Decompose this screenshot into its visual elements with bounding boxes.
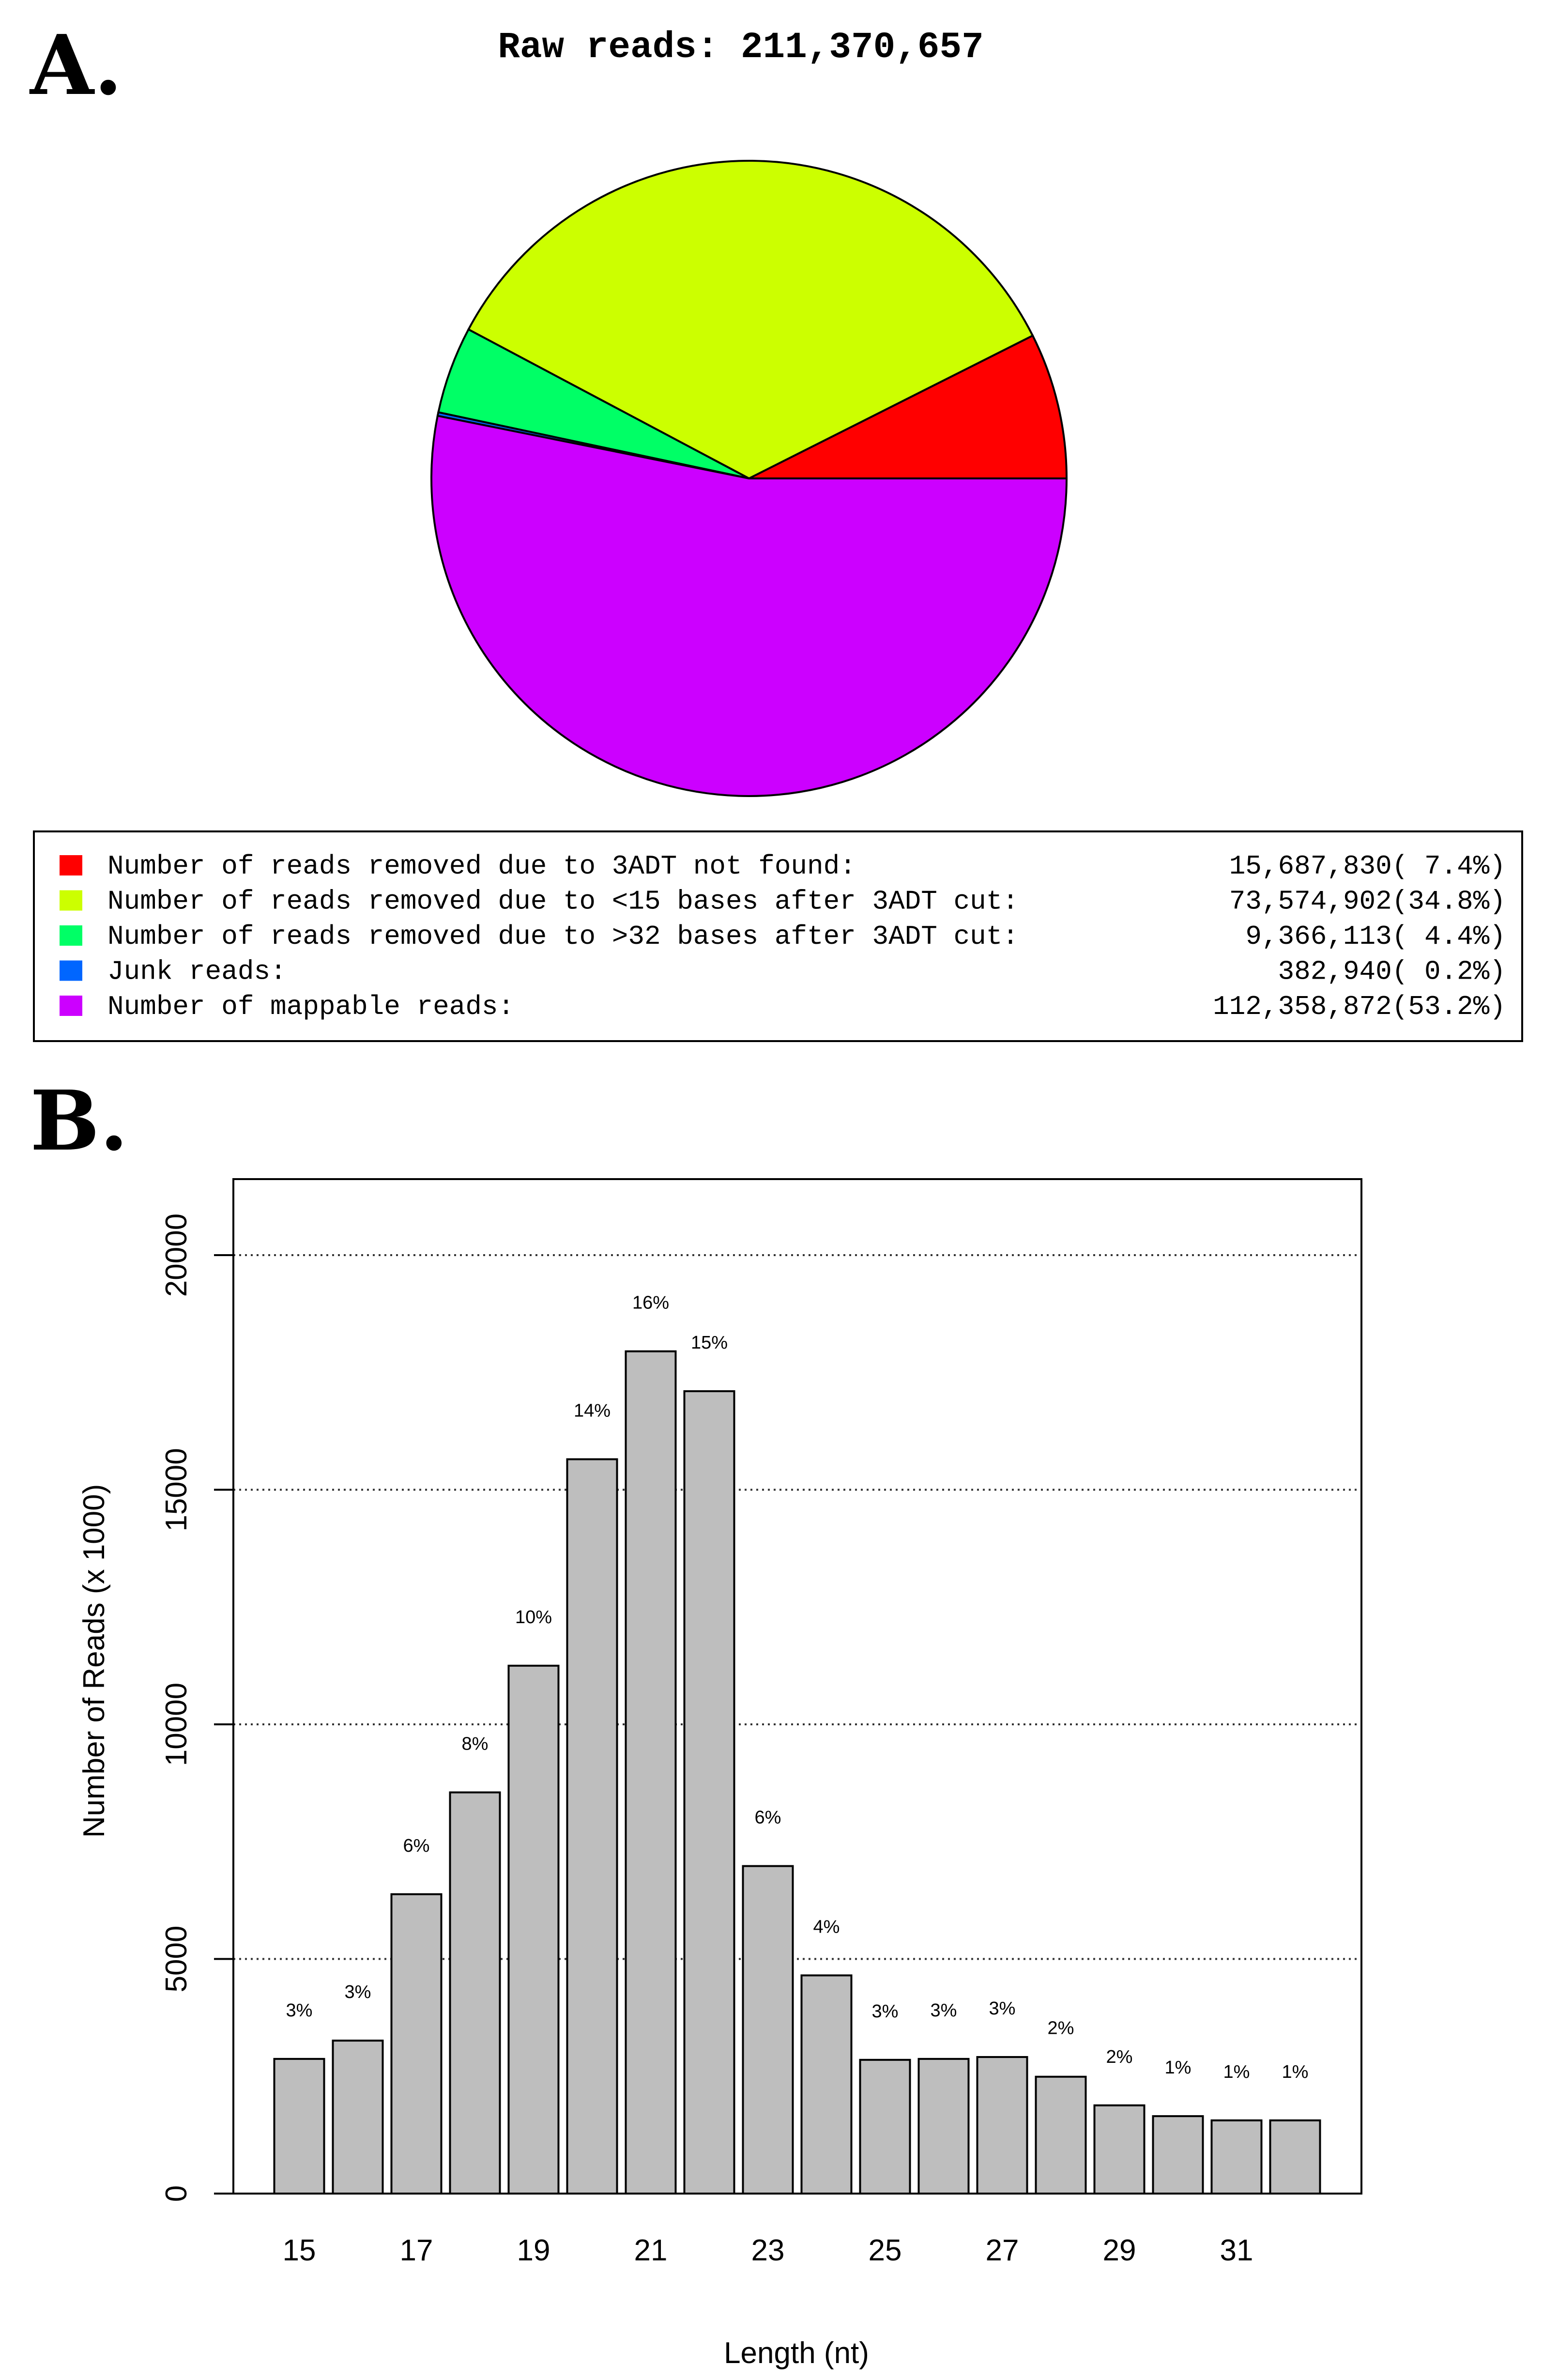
legend-value-2: 73,574,902(34.8%) [1229,886,1506,917]
bar-31 [1210,2119,1263,2195]
pie-chart [430,160,1068,797]
bar-29 [1093,2104,1146,2195]
y-tick-label: 15000 [160,1448,193,1531]
bar-20 [566,1458,618,2195]
y-tick-label: 5000 [160,1926,193,1993]
bar-label-27: 3% [989,1998,1016,2019]
bar-label-31: 1% [1223,2062,1250,2082]
y-tick-label: 10000 [160,1683,193,1766]
legend-label-5: Number of mappable reads: [107,991,514,1022]
x-tick-label: 27 [986,2234,1019,2267]
legend-swatch-3 [60,925,82,946]
legend-swatch-1 [60,855,82,875]
x-tick-label: 25 [869,2234,902,2267]
bar-label-22: 15% [691,1333,728,1353]
bar-28 [1035,2075,1087,2195]
x-tick-label: 21 [634,2234,668,2267]
panel-a-label: A. [30,17,123,114]
x-tick-label: 23 [751,2234,785,2267]
bar-label-26: 3% [931,2000,957,2021]
pie-legend-box [33,830,1523,1042]
legend-label-4: Junk reads: [107,956,287,987]
bar-21 [625,1350,677,2195]
bar-chart: 0 5000 10000 15000 20000 3% 3% 6% 8% 10% 14% 16% 15%… [160,1213,1361,2267]
bar-24 [800,1974,853,2195]
bar-label-16: 3% [345,1982,371,2002]
pie-slice-5 [430,415,1068,797]
legend-swatch-4 [60,960,82,981]
y-tick-label: 20000 [160,1213,193,1297]
x-tick-label: 15 [283,2234,316,2267]
legend-label-2: Number of reads removed due to <15 bases… [107,886,1019,917]
bar-label-19: 10% [515,1607,552,1628]
x-tick-label: 29 [1103,2234,1136,2267]
bar-32 [1269,2119,1321,2195]
y-tick-label: 0 [160,2185,193,2202]
bar-15 [273,2058,325,2195]
x-tick-label: 17 [400,2234,433,2267]
pie-slice-1 [749,334,1068,479]
bar-16 [332,2040,384,2195]
legend-swatch-5 [60,996,82,1016]
bar-label-28: 2% [1048,2018,1074,2039]
bar-label-29: 2% [1106,2047,1133,2067]
bar-label-30: 1% [1165,2058,1192,2078]
bar-label-21: 16% [632,1293,669,1313]
legend-value-5: 112,358,872(53.2%) [1213,991,1506,1022]
bar-label-15: 3% [286,2000,313,2021]
bar-22 [683,1390,735,2195]
bar-23 [742,1865,794,2195]
pie-legend: Number of reads removed due to 3ADT not … [60,851,1506,1022]
x-tick-label: 19 [517,2234,550,2267]
legend-value-1: 15,687,830( 7.4%) [1229,851,1506,882]
y-axis-label: Number of Reads (x 1000) [77,1484,111,1838]
pie-slice-3 [437,328,749,479]
bar-label-32: 1% [1282,2062,1309,2082]
legend-value-4: 382,940( 0.2%) [1278,956,1506,987]
legend-label-1: Number of reads removed due to 3ADT not … [107,851,856,882]
plot-frame [232,1178,1362,2195]
pie-slice-2 [467,160,1034,480]
panel-b-label: B. [30,1073,128,1169]
bar-30 [1152,2115,1204,2195]
bar-26 [917,2058,970,2195]
bar-18 [449,1791,501,2195]
bar-label-23: 6% [755,1808,781,1828]
legend-label-3: Number of reads removed due to >32 bases… [107,921,1019,952]
bar-label-17: 6% [403,1836,430,1856]
legend-swatch-2 [60,890,82,911]
bar-label-25: 3% [872,2001,899,2022]
x-axis-label: Length (nt) [724,2336,869,2370]
bar-19 [507,1664,560,2195]
pie-title: Raw reads: 211,370,657 [498,27,983,68]
legend-value-3: 9,366,113( 4.4%) [1245,921,1506,952]
bar-label-20: 14% [574,1401,611,1421]
bar-label-24: 4% [813,1917,840,1937]
bar-17 [390,1893,443,2195]
x-tick-label: 31 [1220,2234,1253,2267]
bar-25 [859,2058,911,2195]
bar-27 [976,2056,1028,2195]
bar-label-18: 8% [462,1734,489,1754]
